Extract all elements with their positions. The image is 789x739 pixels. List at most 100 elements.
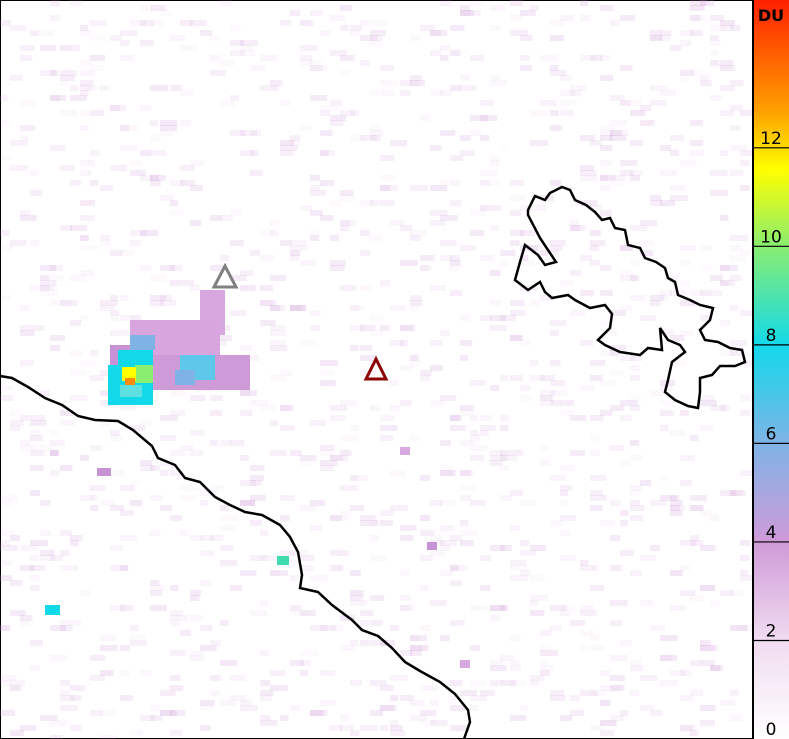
background-cell: [570, 415, 587, 421]
background-cell: [470, 380, 485, 386]
background-cell: [590, 645, 607, 651]
background-cell: [660, 475, 669, 481]
background-cell: [540, 645, 551, 651]
background-cell: [40, 275, 50, 281]
background-cell: [510, 450, 521, 456]
background-cell: [210, 265, 228, 271]
background-cell: [480, 255, 495, 261]
background-cell: [380, 175, 397, 181]
background-cell: [480, 180, 491, 186]
background-cell: [510, 525, 521, 531]
background-cell: [30, 430, 40, 436]
background-cell: [200, 700, 215, 706]
background-cell: [510, 195, 527, 201]
background-cell: [80, 360, 98, 366]
background-cell: [740, 360, 756, 366]
background-cell: [600, 670, 611, 676]
background-cell: [140, 20, 154, 26]
background-cell: [10, 580, 23, 586]
background-cell: [310, 10, 323, 16]
background-cell: [710, 665, 724, 671]
background-cell: [180, 495, 196, 501]
background-cell: [630, 490, 640, 496]
background-cell: [660, 655, 673, 661]
background-cell: [190, 650, 205, 656]
background-cell: [600, 175, 609, 181]
background-cell: [50, 555, 64, 561]
background-cell: [470, 680, 488, 686]
background-cell: [600, 520, 615, 526]
background-cell: [220, 60, 235, 66]
background-cell: [70, 540, 79, 546]
background-cell: [320, 105, 338, 111]
background-cell: [160, 300, 177, 306]
background-cell: [350, 680, 362, 686]
background-cell: [730, 625, 748, 631]
background-cell: [560, 100, 578, 106]
background-cell: [170, 650, 186, 656]
colorbar-unit: DU: [758, 6, 784, 25]
plume-cell: [125, 378, 135, 388]
background-cell: [540, 660, 550, 666]
background-cell: [700, 315, 711, 321]
background-cell: [720, 265, 730, 271]
background-cell: [90, 180, 99, 186]
background-cell: [60, 530, 73, 536]
coastline: [0, 374, 472, 739]
background-cell: [600, 700, 612, 706]
background-cell: [740, 160, 750, 166]
background-cell: [310, 65, 324, 71]
background-cell: [370, 35, 383, 41]
background-cell: [450, 255, 460, 261]
background-cell: [340, 450, 352, 456]
background-cell: [20, 210, 31, 216]
background-cell: [570, 225, 581, 231]
background-cell: [260, 320, 276, 326]
background-cell: [150, 300, 164, 306]
plume-cell: [427, 542, 437, 550]
background-cell: [0, 230, 10, 236]
background-cell: [450, 200, 462, 206]
background-cell: [350, 135, 367, 141]
background-cell: [430, 700, 439, 706]
background-cell: [60, 165, 75, 171]
background-cell: [500, 315, 516, 321]
background-cell: [350, 590, 365, 596]
background-cell: [600, 380, 617, 386]
background-cell: [590, 375, 603, 381]
background-cell: [660, 290, 673, 296]
background-cell: [50, 95, 66, 101]
background-cell: [530, 595, 548, 601]
background-cell: [680, 730, 697, 736]
background-cell: [430, 600, 447, 606]
background-cell: [450, 85, 461, 91]
background-cell: [410, 230, 427, 236]
background-cell: [720, 20, 735, 26]
background-cell: [440, 90, 452, 96]
background-cell: [410, 650, 423, 656]
background-cell: [370, 130, 384, 136]
background-cell: [300, 660, 311, 666]
background-cell: [620, 245, 631, 251]
background-cell: [110, 330, 128, 336]
background-cell: [160, 505, 172, 511]
background-cell: [730, 340, 748, 346]
background-cell: [680, 70, 694, 76]
background-cell: [40, 265, 57, 271]
background-cell: [140, 420, 152, 426]
background-cell: [520, 65, 532, 71]
background-cell: [210, 440, 219, 446]
background-cell: [400, 325, 414, 331]
background-cell: [720, 280, 735, 286]
plume-cell: [45, 605, 60, 615]
background-cell: [670, 505, 686, 511]
background-cell: [420, 370, 432, 376]
background-cell: [150, 590, 163, 596]
background-cell: [300, 555, 315, 561]
background-cell: [130, 480, 141, 486]
background-cell: [740, 575, 755, 581]
background-cell: [320, 445, 335, 451]
background-cell: [580, 255, 593, 261]
background-cell: [0, 245, 14, 251]
background-cell: [80, 80, 94, 86]
